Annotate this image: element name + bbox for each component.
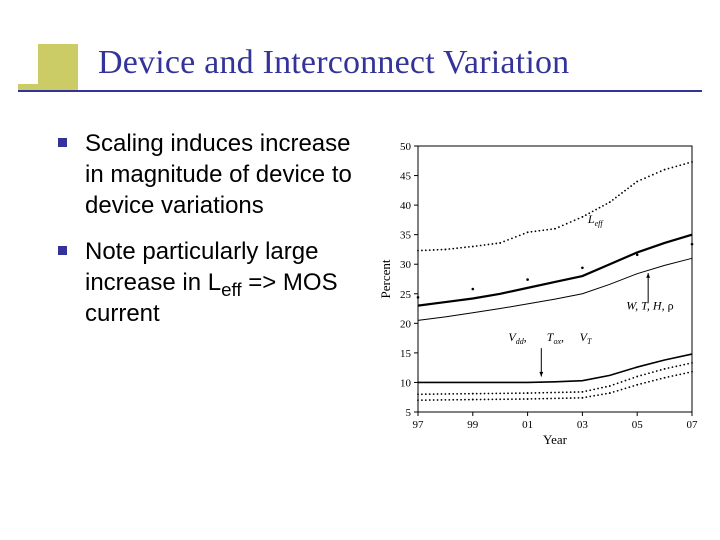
svg-text:W, T, H, ρ: W, T, H, ρ [626,299,673,313]
svg-text:45: 45 [400,171,412,183]
svg-text:10: 10 [400,377,412,389]
svg-text:01: 01 [522,419,533,431]
bullet-row: Note particularly large increase in Leff… [58,236,358,330]
title-underline [18,90,702,92]
svg-text:50: 50 [400,141,412,153]
svg-text:07: 07 [687,419,699,431]
bullet-icon [58,138,67,147]
bullet-list: Scaling induces increase in magnitude of… [58,128,358,343]
chart-svg: 5 10 15 20 25 30 35 40 45 50 97 99 01 03 05 07 Year Perce… [378,138,698,448]
bullet-icon [58,246,67,255]
bullet-text: Scaling induces increase in magnitude of… [85,128,358,222]
svg-text:40: 40 [400,200,412,212]
svg-text:25: 25 [400,289,412,301]
svg-text:15: 15 [400,348,412,360]
svg-text:Percent: Percent [378,259,393,298]
svg-text:5: 5 [406,407,412,419]
svg-text:05: 05 [632,419,644,431]
variation-chart: 5 10 15 20 25 30 35 40 45 50 97 99 01 03 05 07 Year Perce… [378,138,698,448]
slide-title: Device and Interconnect Variation [98,44,569,82]
slide: Device and Interconnect Variation Scalin… [0,0,720,540]
svg-text:30: 30 [400,259,412,271]
svg-text:03: 03 [577,419,589,431]
svg-text:35: 35 [400,230,412,242]
svg-text:99: 99 [467,419,479,431]
svg-text:Year: Year [543,432,568,447]
svg-text:97: 97 [413,419,425,431]
bullet-text: Note particularly large increase in Leff… [85,236,358,330]
svg-text:20: 20 [400,318,412,330]
title-accent-block [38,44,78,84]
bullet-row: Scaling induces increase in magnitude of… [58,128,358,222]
